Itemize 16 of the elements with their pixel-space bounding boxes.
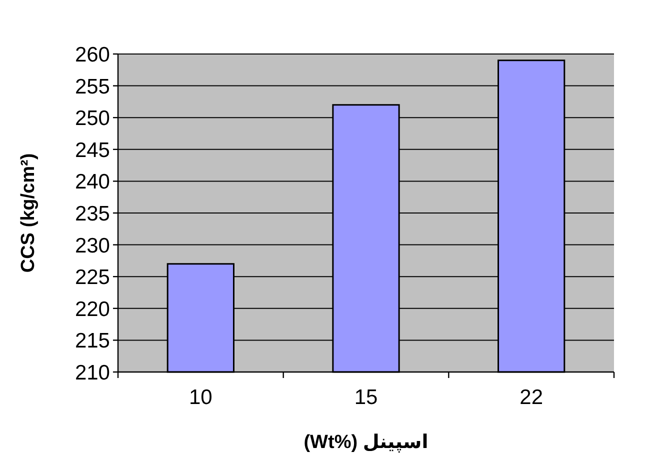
y-tick-label: 215 — [74, 330, 110, 353]
y-tick-label: 240 — [74, 170, 110, 194]
y-tick-label: 260 — [74, 44, 110, 66]
y-tick-label: 250 — [74, 107, 110, 130]
x-tick-label: 22 — [520, 386, 544, 409]
y-axis-title: CCS (kg/cm²) — [18, 153, 39, 273]
y-tick-label: 220 — [74, 298, 110, 321]
y-tick-label: 225 — [74, 266, 110, 290]
x-axis-title: (Wt%) اسپینل — [304, 432, 428, 453]
x-tick-label: 15 — [354, 386, 378, 409]
y-tick-label: 245 — [74, 138, 110, 162]
y-tick-label: 210 — [74, 362, 110, 384]
y-tick-label: 235 — [74, 202, 110, 226]
y-tick-label: 230 — [74, 234, 110, 258]
x-tick-label: 10 — [188, 386, 212, 409]
y-tick-label: 255 — [74, 75, 110, 98]
